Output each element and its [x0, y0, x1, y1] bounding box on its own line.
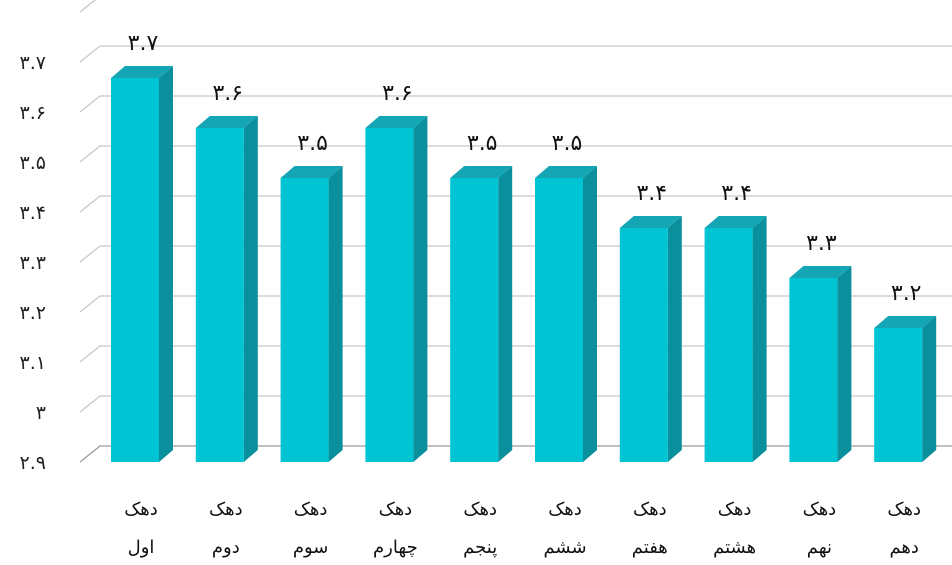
y-axis-ticks: ۲.۹ ۳ ۳.۱ ۳.۲ ۳.۳ ۳.۴ ۳.۵ ۳.۶ ۳.۷: [20, 52, 46, 474]
bar: [111, 66, 173, 462]
category-label: سوم: [293, 537, 329, 558]
bar-front: [874, 328, 923, 462]
bar-side: [413, 116, 428, 462]
bar: [619, 216, 682, 462]
category-label: هفتم: [632, 537, 668, 558]
bar: [365, 116, 428, 462]
category-label: دهک: [209, 499, 243, 520]
y-tick-label: ۳.۲: [20, 302, 46, 324]
gridline: [79, 345, 952, 363]
bar-front: [704, 228, 753, 462]
category-label: دهک: [124, 499, 158, 520]
bar: [450, 166, 513, 462]
bar-front: [450, 178, 499, 462]
gridline: [79, 245, 952, 263]
bar-front: [111, 78, 159, 462]
bar-top: [195, 116, 258, 128]
data-labels: ۳.۷ ۳.۶ ۳.۵ ۳.۶ ۳.۵ ۳.۵ ۳.۴ ۳.۴ ۳.۳ ۳.۲: [128, 31, 922, 306]
gridline: [79, 395, 952, 413]
bar: [280, 166, 343, 462]
data-label: ۳.۶: [382, 81, 413, 106]
y-tick-label: ۳.۷: [20, 52, 46, 74]
category-label: نهم: [807, 537, 832, 558]
category-label: دهک: [718, 499, 752, 520]
category-label: هشتم: [713, 537, 756, 558]
bar-front: [365, 128, 414, 462]
bar-side: [837, 266, 852, 462]
data-label: ۳.۵: [297, 131, 328, 156]
floor-line: [79, 445, 952, 463]
bar-top: [111, 66, 173, 78]
category-label: دهک: [633, 499, 667, 520]
bar: [704, 216, 767, 462]
y-tick-label: ۲.۹: [20, 452, 46, 474]
bar-side: [243, 116, 258, 462]
category-label: ششم: [543, 537, 586, 558]
gridlines: [79, 0, 952, 463]
bar-front: [789, 278, 838, 462]
bar-front: [280, 178, 329, 462]
y-tick-label: ۳.۴: [20, 202, 46, 224]
bar: [535, 166, 597, 462]
bar: [789, 266, 852, 462]
category-label: دوم: [212, 537, 240, 558]
category-label: دهم: [889, 537, 919, 558]
bar-front: [195, 128, 244, 462]
data-label: ۳.۳: [806, 231, 837, 256]
gridline: [79, 145, 952, 163]
bar-front: [619, 228, 668, 462]
data-label: ۳.۵: [467, 131, 498, 156]
data-label: ۳.۵: [552, 131, 583, 156]
bar-top: [365, 116, 428, 128]
gridline: [79, 295, 952, 313]
category-label: اول: [128, 537, 155, 558]
bar-side: [922, 316, 937, 462]
data-label: ۳.۶: [212, 81, 243, 106]
gridline: [79, 45, 952, 63]
y-tick-label: ۳.۵: [20, 152, 46, 174]
y-tick-label: ۳.۶: [20, 102, 46, 124]
bar-top: [874, 316, 937, 328]
data-label: ۳.۲: [891, 281, 922, 306]
bar-side: [752, 216, 767, 462]
bar: [195, 116, 258, 462]
category-label: پنجم: [463, 537, 497, 558]
data-label: ۳.۴: [721, 181, 752, 206]
bars: [111, 66, 937, 462]
category-label: دهک: [887, 499, 921, 520]
bar-side: [328, 166, 343, 462]
x-axis-categories: دهک اول دهک دوم دهک سوم دهک چهارم دهک پنجم دهک ششم د…: [124, 499, 921, 558]
category-label: دهک: [803, 499, 837, 520]
category-label: دهک: [294, 499, 328, 520]
data-label: ۳.۷: [128, 31, 159, 56]
bar-front: [535, 178, 583, 462]
y-tick-label: ۳.۳: [20, 252, 46, 274]
bar-top: [704, 216, 767, 228]
data-label: ۳.۴: [636, 181, 667, 206]
bar-side: [498, 166, 513, 462]
gridline: [79, 0, 97, 13]
category-label: دهک: [463, 499, 497, 520]
bar-side: [667, 216, 682, 462]
bar-top: [789, 266, 852, 278]
category-label: دهک: [379, 499, 413, 520]
category-label: چهارم: [373, 537, 418, 558]
category-label: دهک: [548, 499, 582, 520]
bar: [874, 316, 937, 462]
y-tick-label: ۳: [36, 402, 46, 424]
y-tick-label: ۳.۱: [20, 352, 46, 374]
bar-side: [583, 166, 597, 462]
bar-top: [619, 216, 682, 228]
gridline: [79, 195, 952, 213]
bar-top: [280, 166, 343, 178]
bar-top: [535, 166, 597, 178]
gridline: [79, 95, 952, 113]
bar-side: [159, 66, 173, 462]
bar-top: [450, 166, 513, 178]
